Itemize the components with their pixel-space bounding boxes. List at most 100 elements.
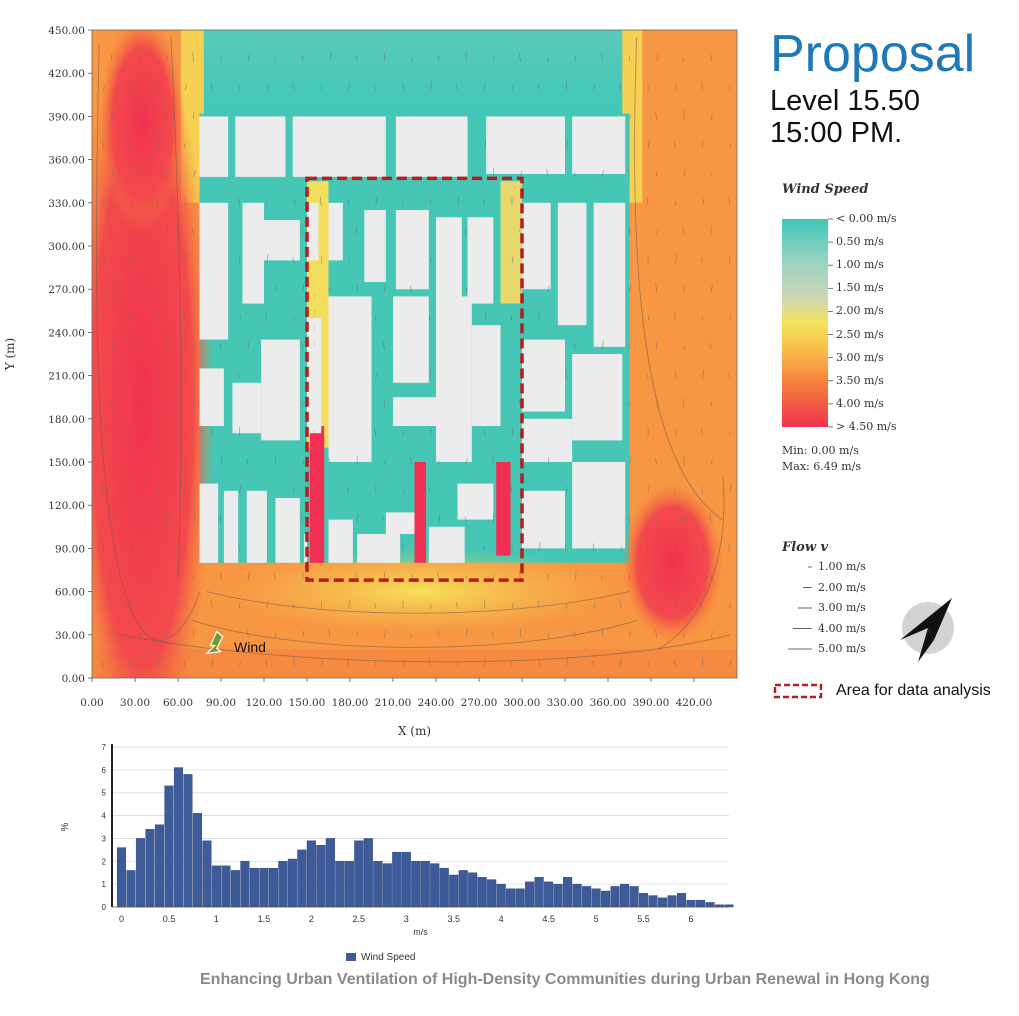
hist-bar (629, 886, 639, 908)
flow-vector (510, 314, 513, 321)
flow-vector (566, 140, 568, 149)
flow-vector (647, 485, 650, 494)
hist-bar (420, 861, 430, 908)
flow-legend-label: 5.00 m/s (818, 642, 866, 655)
hist-bar (695, 899, 706, 908)
hist-y-tick-label: 1 (102, 880, 107, 889)
x-tick-label: 150.00 (289, 697, 326, 709)
flow-vector (192, 399, 195, 408)
y-tick-label: 150.00 (48, 457, 85, 469)
flow-vector (647, 661, 650, 667)
flow-vector (428, 486, 431, 494)
flow-vector (673, 312, 676, 321)
flow-vector (138, 286, 141, 293)
flow-vector (184, 255, 187, 264)
hist-bar (278, 861, 288, 908)
hist-bar (344, 861, 354, 908)
map-plot (92, 30, 739, 678)
flow-vector (156, 545, 159, 552)
flow-vector (655, 629, 658, 638)
flow-vector (520, 170, 523, 177)
building-26 (436, 296, 472, 462)
flow-vector (646, 373, 649, 379)
flow-vector (437, 54, 440, 62)
flow-vector (266, 254, 269, 264)
flow-vector (511, 427, 514, 437)
flow-vector (546, 168, 549, 177)
flow-vector (220, 455, 223, 465)
flow-vector (348, 82, 351, 91)
flow-vector (710, 113, 713, 120)
flow-vector (601, 340, 604, 350)
flow-vector (710, 630, 713, 638)
hist-bar (686, 899, 696, 908)
hist-x-tick-label: 5 (594, 914, 599, 924)
flow-vector (302, 630, 305, 638)
histogram-legend: Wind Speed (346, 952, 415, 963)
flow-vector (156, 198, 159, 206)
flow-vector (510, 661, 513, 667)
hist-bar (468, 872, 478, 908)
field-hot-channel-2 (414, 462, 426, 563)
flow-vector (246, 629, 249, 638)
contour-line-7 (120, 634, 730, 663)
flow-legend-label: 1.00 m/s (818, 560, 866, 573)
flow-vector (110, 229, 113, 235)
hist-bar (411, 861, 421, 908)
hist-y-tick-label: 2 (102, 857, 107, 866)
hist-x-tick-label: 0 (119, 914, 124, 924)
flow-vector (675, 600, 677, 609)
flow-vector (683, 515, 686, 523)
hist-bar (658, 897, 668, 908)
building-42 (522, 490, 565, 549)
hist-bar (135, 838, 146, 908)
flow-vector (438, 513, 441, 523)
flow-vector (736, 111, 737, 113)
hist-bar (382, 863, 392, 908)
flow-vector (266, 83, 269, 91)
flow-vector (437, 572, 440, 581)
y-tick-label: 240.00 (48, 327, 85, 339)
contour-line-4 (657, 476, 725, 650)
analysis-area-box (305, 176, 524, 582)
flow-vector (429, 81, 432, 91)
flow-vector (484, 311, 487, 321)
hist-bar (211, 865, 221, 908)
flow-vector (266, 600, 269, 609)
flow-vector (428, 315, 431, 321)
flow-vector (564, 545, 567, 552)
x-tick-label: 180.00 (332, 697, 369, 709)
compass-needle-icon (900, 598, 952, 640)
flow-vector (564, 369, 567, 379)
hist-bar (354, 840, 364, 908)
flow-vector (510, 485, 513, 494)
building-10 (307, 202, 319, 261)
y-tick-label: 420.00 (48, 68, 85, 80)
building-25 (393, 397, 436, 426)
flow-vector (192, 52, 195, 62)
flow-vector (655, 458, 658, 465)
y-tick-label: 270.00 (48, 284, 85, 296)
colorbar-label: 1.00 m/s (836, 258, 884, 272)
flow-vector (129, 254, 132, 264)
flow-vector (547, 632, 550, 638)
building-24 (393, 296, 429, 383)
flow-vector (656, 53, 659, 62)
x-tick-label: 120.00 (246, 697, 283, 709)
field-top-calm (199, 30, 630, 117)
hist-bar (192, 813, 202, 908)
flow-vector (738, 575, 739, 580)
x-tick-label: 390.00 (633, 697, 670, 709)
flow-vector (484, 658, 487, 667)
flow-vector (129, 430, 132, 437)
flow-vector (574, 572, 577, 581)
flow-vector (156, 369, 159, 379)
colorbar-label: 2.50 m/s (836, 327, 884, 341)
hist-bar (639, 893, 649, 908)
hist-bar (525, 881, 535, 908)
flow-vector (484, 141, 487, 149)
flow-vector (130, 371, 133, 379)
area-legend-swatch (773, 683, 823, 699)
flow-vector (164, 284, 167, 293)
flow-vector (593, 601, 596, 609)
